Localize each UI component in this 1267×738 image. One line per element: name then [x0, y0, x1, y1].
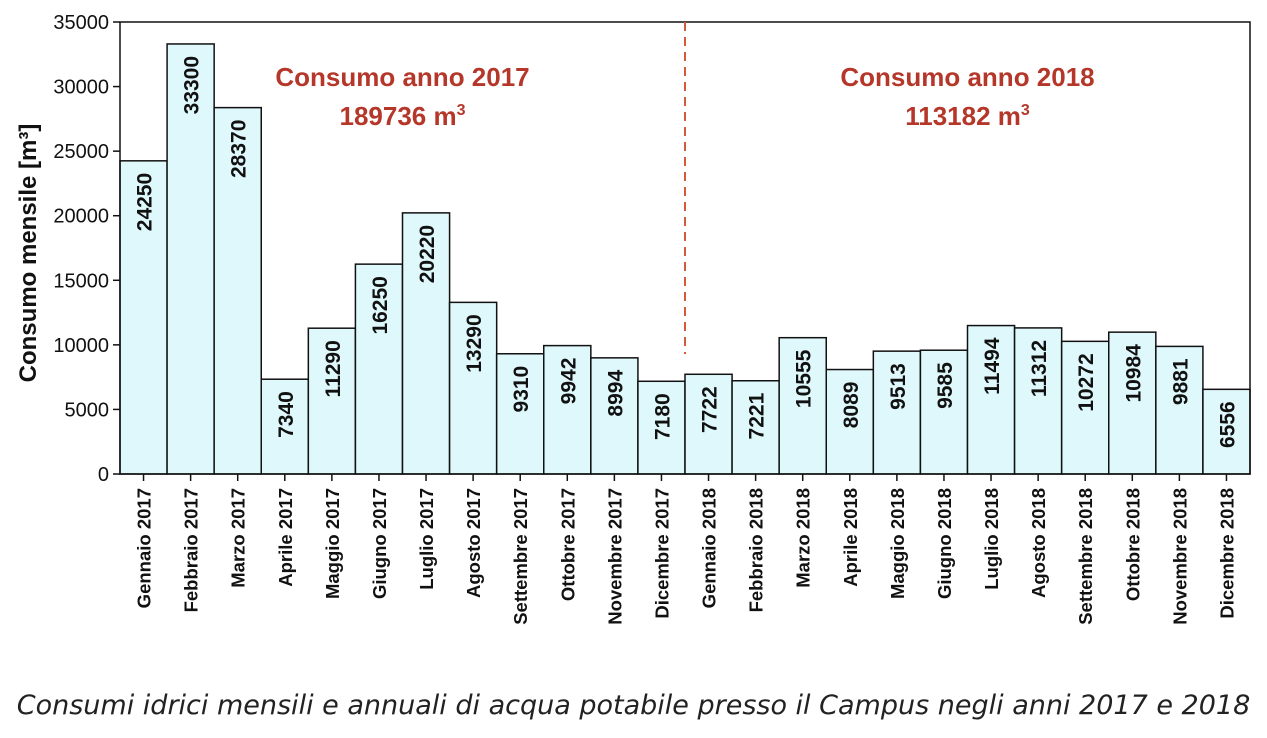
x-tick-label: Luglio 2017 — [416, 488, 437, 590]
x-tick-label: Dicembre 2017 — [651, 488, 672, 619]
y-tick-label: 10000 — [53, 335, 109, 357]
bar — [213, 106, 263, 475]
y-axis-title: Consumo mensile [m³] — [15, 124, 42, 383]
y-tick-label: 20000 — [53, 206, 109, 228]
bar — [543, 344, 592, 475]
bar-value-label: 9881 — [1169, 358, 1192, 405]
bar-value-label: 8089 — [840, 382, 863, 429]
bar-value-label: 24250 — [134, 173, 157, 231]
y-tick-label: 0 — [98, 464, 109, 486]
y-tick-label: 25000 — [53, 141, 109, 163]
x-tick-label: Febbraio 2017 — [181, 488, 202, 612]
bar — [1108, 331, 1157, 475]
bar-value-label: 16250 — [369, 276, 392, 334]
x-tick-label: Novembre 2018 — [1169, 488, 1190, 625]
x-tick-label: Luglio 2018 — [981, 488, 1002, 590]
x-tick-label: Ottobre 2018 — [1122, 488, 1143, 601]
x-tick-label: Marzo 2018 — [793, 488, 814, 588]
bar-value-label: 7722 — [699, 386, 722, 433]
bar-value-label: 7340 — [275, 391, 298, 438]
bar — [448, 301, 498, 475]
bar — [354, 263, 404, 475]
bar — [919, 349, 969, 475]
bar-value-label: 33300 — [181, 56, 204, 114]
x-tick-label: Giugno 2018 — [934, 488, 955, 599]
x-tick-label: Febbraio 2018 — [746, 488, 767, 612]
x-tick-label: Gennaio 2018 — [699, 488, 720, 608]
x-tick-label: Giugno 2017 — [369, 488, 390, 599]
bar — [1155, 345, 1204, 475]
bar — [966, 324, 1016, 475]
x-tick-label: Dicembre 2018 — [1216, 488, 1237, 619]
annotation-total: 113182 m3 — [905, 101, 1030, 131]
bar-value-label: 10984 — [1122, 344, 1145, 403]
bar-value-label: 9310 — [510, 366, 533, 413]
y-tick-label: 15000 — [53, 270, 109, 292]
bar-value-label: 7180 — [651, 393, 674, 440]
y-tick-label: 30000 — [53, 77, 109, 99]
y-tick-label: 35000 — [53, 12, 109, 34]
x-tick-label: Settembre 2018 — [1075, 488, 1096, 625]
x-tick-label: Marzo 2017 — [228, 488, 249, 588]
y-tick-label: 5000 — [65, 399, 110, 421]
bar-value-label: 28370 — [228, 120, 251, 178]
bar-value-label: 11494 — [981, 337, 1004, 395]
bar — [731, 379, 780, 475]
x-tick-label: Novembre 2017 — [604, 488, 625, 625]
x-tick-label: Ottobre 2017 — [557, 488, 578, 601]
bar-value-label: 20220 — [416, 225, 439, 283]
annotation-total: 189736 m3 — [339, 101, 465, 131]
bar-value-label: 9513 — [887, 363, 910, 410]
bar — [637, 380, 686, 475]
bar-value-label: 10555 — [793, 349, 816, 408]
bar — [1013, 327, 1063, 475]
bar-value-label: 6556 — [1216, 401, 1239, 448]
bar — [825, 368, 875, 475]
x-tick-label: Maggio 2018 — [887, 488, 908, 599]
x-tick-label: Settembre 2017 — [510, 488, 531, 625]
bar-value-label: 9585 — [934, 362, 957, 409]
bar-value-label: 11290 — [322, 340, 345, 397]
bar — [166, 43, 215, 475]
bar-value-label: 8994 — [604, 370, 627, 417]
bar-value-label: 9942 — [557, 358, 580, 405]
x-tick-label: Gennaio 2017 — [134, 488, 155, 608]
annotation-title: Consumo anno 2018 — [840, 62, 1094, 92]
bar-value-label: 10272 — [1075, 353, 1098, 411]
x-tick-label: Aprile 2018 — [840, 488, 861, 587]
x-tick-label: Agosto 2018 — [1028, 488, 1049, 598]
chart-caption: Consumi idrici mensili e annuali di acqu… — [16, 690, 1251, 721]
bar — [872, 350, 922, 475]
bar-value-label: 11312 — [1028, 340, 1051, 397]
x-tick-label: Maggio 2017 — [322, 488, 343, 599]
bar-value-label: 13290 — [463, 314, 486, 372]
bar — [119, 160, 168, 475]
x-tick-label: Agosto 2017 — [463, 488, 484, 598]
x-tick-label: Aprile 2017 — [275, 488, 296, 587]
bar-value-label: 7221 — [746, 392, 769, 439]
annotation-title: Consumo anno 2017 — [275, 62, 529, 92]
bar — [1060, 340, 1110, 475]
